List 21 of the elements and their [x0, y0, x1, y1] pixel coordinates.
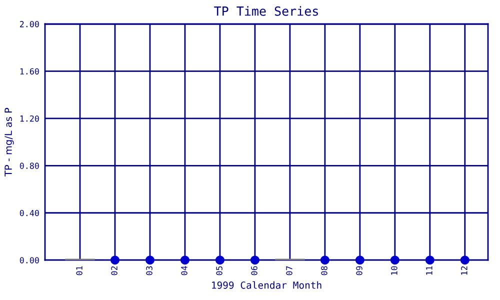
x-tick-label: 10 — [391, 266, 398, 275]
x-tick-label: 09 — [356, 266, 362, 276]
chart-title: TP Time Series — [214, 6, 318, 16]
y-tick-label: 2.00 — [20, 21, 39, 28]
y-tick-label: 1.20 — [20, 115, 39, 122]
x-tick-label: 02 — [111, 266, 118, 276]
y-axis-title: TP - mg/L as P — [4, 108, 14, 177]
x-tick-label: 07 — [286, 266, 292, 276]
x-tick-label: 03 — [146, 266, 152, 276]
x-tick-label: 04 — [181, 266, 188, 276]
x-tick-label: 06 — [251, 266, 258, 276]
x-tick-label: 12 — [461, 266, 468, 275]
y-tick-label: 0.00 — [20, 257, 39, 264]
x-tick-label: 01 — [76, 266, 82, 276]
y-tick-label: 1.60 — [20, 68, 39, 75]
y-tick-label: 0.80 — [20, 162, 39, 169]
x-tick-label: 11 — [426, 266, 432, 275]
y-tick-label: 0.40 — [20, 210, 39, 216]
x-tick-label: 05 — [216, 266, 222, 276]
x-tick-label: 08 — [321, 266, 328, 276]
x-axis-title: 1999 Calendar Month — [212, 281, 322, 289]
